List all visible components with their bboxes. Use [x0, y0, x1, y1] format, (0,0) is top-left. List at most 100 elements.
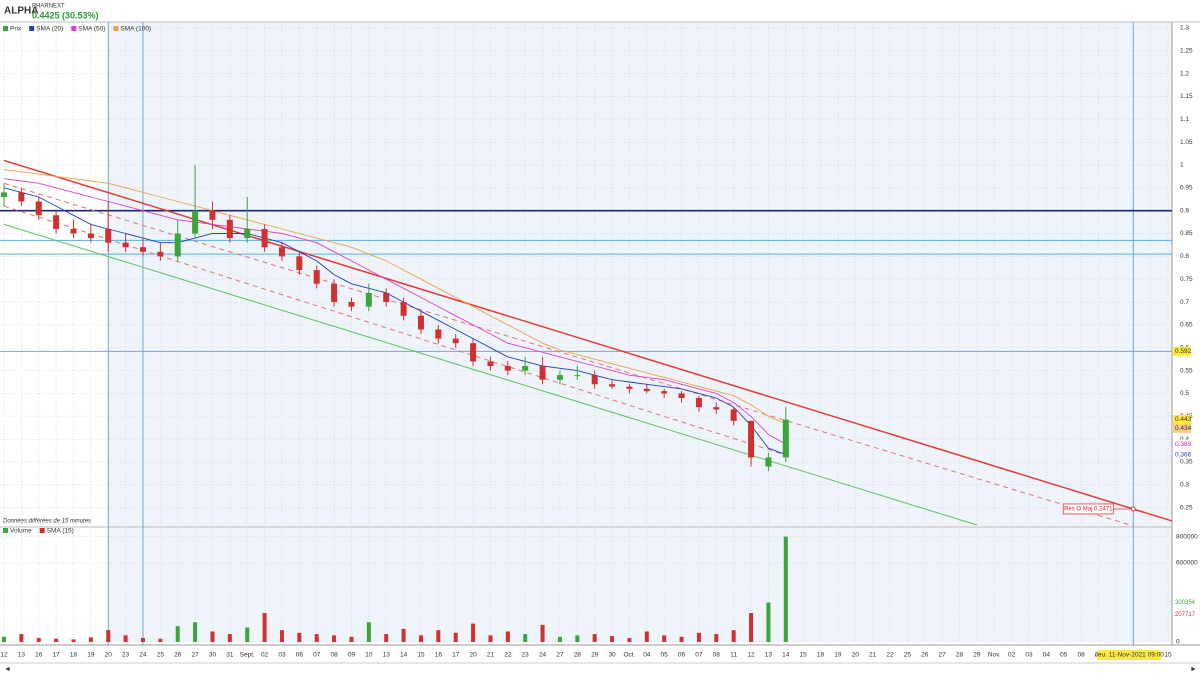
x-tick-label: 07: [695, 652, 703, 659]
symbol: ALPHA: [4, 6, 38, 17]
volume-tag-label: 300354: [1175, 600, 1196, 606]
candle-body: [348, 302, 355, 307]
volume-bar: [36, 638, 41, 642]
volume-bar: [193, 622, 198, 642]
candle-body: [539, 366, 546, 380]
candle-body: [35, 201, 42, 216]
volume-bar: [592, 634, 597, 642]
x-tick-label: 14: [400, 652, 408, 659]
volume-bar: [140, 638, 145, 642]
sma-line: [3, 187, 786, 456]
volume-bar: [731, 630, 736, 642]
y-tick-label: 1.25: [1180, 48, 1193, 55]
candle-body: [435, 329, 442, 339]
legend-label: SMA (100): [120, 26, 151, 33]
price-tag-label: 0.443: [1175, 416, 1192, 423]
x-tick-label: 13: [765, 652, 773, 659]
candle-body: [765, 457, 772, 467]
candle-body: [278, 247, 285, 257]
volume-tick-label: 600000: [1176, 560, 1198, 567]
volume-bar: [523, 634, 528, 642]
volume-bar: [332, 635, 337, 642]
volume-bar: [766, 602, 771, 642]
x-tick-label: 02: [1008, 652, 1016, 659]
candle-body: [365, 292, 372, 307]
candle-body: [504, 366, 511, 371]
x-tick-label: 08: [1078, 652, 1086, 659]
candle-body: [70, 228, 77, 234]
x-tick-label: 08: [713, 652, 721, 659]
y-tick-label: 0.3: [1180, 482, 1189, 489]
volume-tag-label: 207717: [1175, 612, 1196, 618]
x-tick-label: 15: [417, 652, 425, 659]
price-tag-label: 0.592: [1175, 348, 1192, 355]
x-tick-label: 12: [0, 652, 8, 659]
x-tick-label: 25: [904, 652, 912, 659]
volume-bar: [297, 632, 302, 642]
x-tick-label: 15: [1164, 652, 1172, 659]
x-tick-label: 06: [296, 652, 304, 659]
candle-body: [522, 366, 529, 371]
volume-tag: [1173, 610, 1195, 620]
x-tick-label: 11: [730, 652, 737, 659]
volume-bar: [210, 631, 215, 642]
x-tick-label: 03: [1025, 652, 1033, 659]
x-tick-label: 09: [348, 652, 356, 659]
x-tick-label: 23: [522, 652, 530, 659]
volume-tag: [1173, 597, 1195, 607]
candle-body: [574, 375, 581, 377]
price-tag: [1173, 423, 1191, 433]
volume-bar: [314, 634, 319, 642]
cursor-label: Jeu. 11-Nov-2021 09:00: [1095, 652, 1165, 659]
x-tick-label: 02: [261, 652, 269, 659]
volume-bar: [610, 636, 615, 642]
legend-swatch: [39, 528, 45, 533]
candle-body: [487, 361, 494, 367]
x-tick-label: 18: [817, 652, 825, 659]
candle-body: [695, 397, 702, 408]
volume-bar: [696, 632, 701, 642]
candle-body: [105, 228, 112, 243]
price-tag: [1173, 414, 1191, 424]
candle-body: [209, 210, 216, 220]
x-tick-label: 29: [591, 652, 599, 659]
x-tick-label: 27: [939, 652, 947, 659]
cursor-box: [1097, 650, 1162, 660]
scroll-right[interactable]: ►: [1190, 666, 1197, 673]
x-tick-label: 24: [139, 652, 147, 659]
volume-bar: [245, 627, 250, 642]
volume-bar: [366, 622, 371, 642]
y-tick-label: 1: [1180, 162, 1184, 169]
y-tick-label: 0.35: [1180, 459, 1193, 466]
x-tick-label: Oct.: [623, 652, 635, 659]
volume-bar: [71, 639, 76, 642]
candle-body: [661, 391, 668, 394]
volume-bar: [19, 634, 24, 642]
candle-body: [417, 315, 424, 330]
x-tick-label: Nov.: [988, 652, 1001, 659]
volume-bar: [2, 636, 6, 642]
candle-body: [591, 375, 598, 385]
y-tick-label: 0.4: [1180, 436, 1189, 443]
volume-bar: [123, 635, 128, 642]
x-tick-label: 22: [886, 652, 894, 659]
x-tick-label: 21: [487, 652, 495, 659]
volume-bar: [227, 634, 232, 642]
y-tick-label: 1.05: [1180, 139, 1193, 146]
scroll-left[interactable]: ◄: [4, 666, 11, 673]
volume-tick-label: 0: [1176, 639, 1180, 646]
y-tick-label: 1.2: [1180, 70, 1189, 77]
x-tick-label: 20: [852, 652, 860, 659]
annotation-text: Res O Maj 0.2471: [1064, 507, 1113, 513]
x-tick-label: 30: [209, 652, 217, 659]
legend-label: SMA (15): [47, 528, 74, 535]
x-tick-label: 14: [782, 652, 790, 659]
volume-bar: [679, 636, 684, 642]
candle-body: [331, 283, 338, 303]
y-tick-label: 1.1: [1180, 116, 1189, 123]
y-tick-label: 0.55: [1180, 367, 1193, 374]
candle-body: [226, 219, 233, 239]
x-tick-label: 20: [105, 652, 113, 659]
candle-body: [626, 386, 633, 389]
